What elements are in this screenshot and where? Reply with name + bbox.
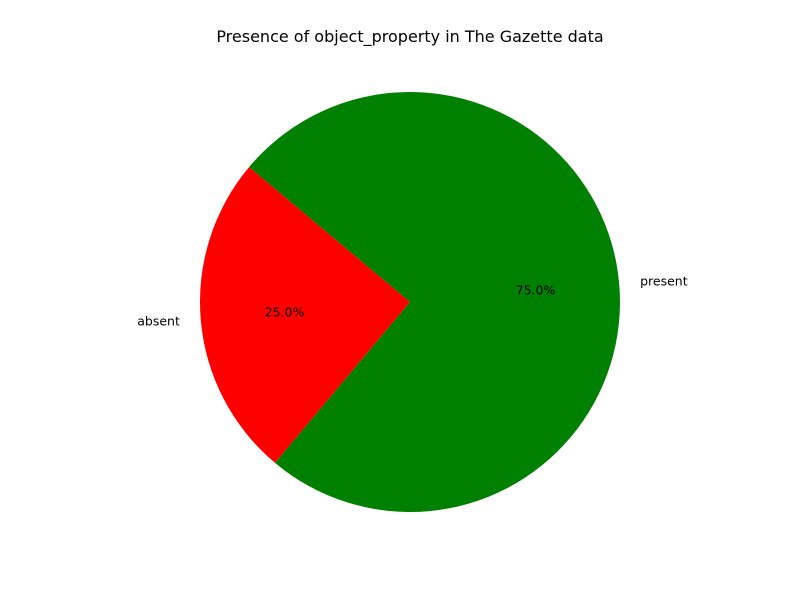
pie-category-label-present: present	[640, 273, 688, 288]
pie-category-label-absent: absent	[137, 314, 180, 329]
pie-slices	[199, 92, 620, 513]
chart-title: Presence of object_property in The Gazet…	[216, 27, 604, 46]
pie-slice-present	[249, 92, 620, 513]
pie-pct-label-absent: 25.0%	[265, 304, 305, 319]
pie-pct-label-present: 75.0%	[516, 283, 556, 298]
pie-slice-absent	[199, 167, 410, 463]
pie-labels: 25.0% absent 75.0% present	[137, 273, 687, 328]
